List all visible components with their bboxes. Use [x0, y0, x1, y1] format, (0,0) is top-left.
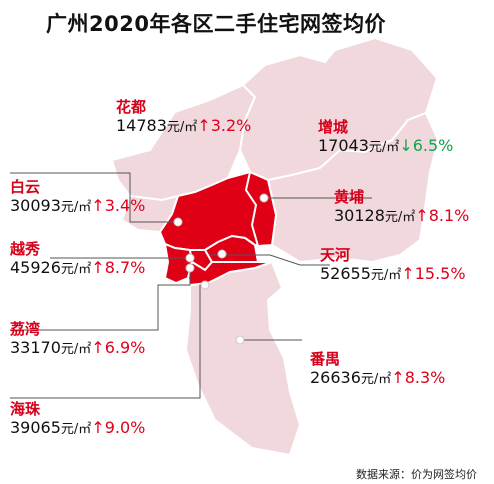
marker-panyu — [235, 335, 245, 345]
label-tianhe: 天河 52655元/㎡↑15.5% — [320, 246, 466, 283]
district-name-haizhu: 海珠 — [10, 400, 41, 418]
unit-panyu: 元/㎡ — [360, 372, 392, 387]
district-name-liwan: 荔湾 — [10, 320, 41, 338]
arrow-liwan: ↑ — [91, 338, 105, 357]
arrow-baiyun: ↑ — [91, 196, 105, 215]
leader-liwan — [10, 268, 191, 331]
label-huadu: 花都 14783元/㎡↑3.2% — [116, 98, 252, 135]
change-tianhe: 15.5% — [414, 264, 466, 283]
label-haizhu: 海珠 39065元/㎡↑9.0% — [10, 400, 146, 437]
marker-yuexiu — [185, 253, 195, 263]
price-tianhe: 52655 — [320, 264, 371, 283]
district-shape-huangpu — [244, 170, 278, 248]
label-panyu: 番禺 26636元/㎡↑8.3% — [310, 350, 446, 387]
label-huangpu: 黄埔 30128元/㎡↑8.1% — [334, 188, 470, 225]
change-haizhu: 9.0% — [104, 418, 146, 437]
map-title: 广州2020年各区二手住宅网签均价 — [46, 12, 386, 36]
price-zengcheng: 17043 — [318, 136, 369, 155]
marker-huangpu — [259, 193, 269, 203]
district-shape-zengcheng — [266, 111, 440, 264]
leader-tianhe — [210, 254, 330, 266]
marker-tianhe — [217, 249, 227, 259]
unit-tianhe: 元/㎡ — [370, 268, 402, 283]
price-panyu: 26636 — [310, 368, 361, 387]
change-yuexiu: 8.7% — [104, 258, 146, 277]
unit-huadu: 元/㎡ — [166, 120, 198, 135]
district-name-tianhe: 天河 — [320, 246, 351, 264]
price-haizhu: 39065 — [10, 418, 61, 437]
change-zengcheng: 6.5% — [412, 136, 454, 155]
arrow-huadu: ↑ — [197, 116, 211, 135]
marker-baiyun — [173, 217, 183, 227]
unit-haizhu: 元/㎡ — [60, 422, 92, 437]
price-yuexiu: 45926 — [10, 258, 61, 277]
label-zengcheng: 增城 17043元/㎡↓6.5% — [318, 118, 454, 155]
label-liwan: 荔湾 33170元/㎡↑6.9% — [10, 320, 146, 357]
district-name-huangpu: 黄埔 — [334, 188, 365, 206]
arrow-zengcheng: ↓ — [399, 136, 413, 155]
arrow-huangpu: ↑ — [415, 206, 429, 225]
label-baiyun: 白云 30093元/㎡↑3.4% — [10, 178, 146, 215]
unit-huangpu: 元/㎡ — [384, 210, 416, 225]
district-name-yuexiu: 越秀 — [10, 240, 41, 258]
district-name-zengcheng: 增城 — [318, 118, 349, 136]
price-liwan: 33170 — [10, 338, 61, 357]
marker-haizhu — [200, 280, 210, 290]
district-name-baiyun: 白云 — [10, 178, 41, 196]
change-huadu: 3.2% — [210, 116, 252, 135]
district-name-huadu: 花都 — [116, 98, 147, 116]
unit-zengcheng: 元/㎡ — [368, 140, 400, 155]
change-panyu: 8.3% — [404, 368, 446, 387]
price-huadu: 14783 — [116, 116, 167, 135]
unit-liwan: 元/㎡ — [60, 342, 92, 357]
marker-liwan — [185, 263, 195, 273]
change-liwan: 6.9% — [104, 338, 146, 357]
unit-baiyun: 元/㎡ — [60, 200, 92, 215]
district-shape-panyu — [184, 260, 302, 457]
arrow-tianhe: ↑ — [401, 264, 415, 283]
data-source-note: 数据来源：价为网签均价 — [356, 468, 477, 481]
leader-baiyun — [10, 172, 178, 223]
arrow-panyu: ↑ — [391, 368, 405, 387]
price-huangpu: 30128 — [334, 206, 385, 225]
label-yuexiu: 越秀 45926元/㎡↑8.7% — [10, 240, 146, 277]
price-baiyun: 30093 — [10, 196, 61, 215]
arrow-haizhu: ↑ — [91, 418, 105, 437]
district-name-panyu: 番禺 — [310, 350, 341, 368]
arrow-yuexiu: ↑ — [91, 258, 105, 277]
change-huangpu: 8.1% — [428, 206, 470, 225]
change-baiyun: 3.4% — [104, 196, 146, 215]
unit-yuexiu: 元/㎡ — [60, 262, 92, 277]
